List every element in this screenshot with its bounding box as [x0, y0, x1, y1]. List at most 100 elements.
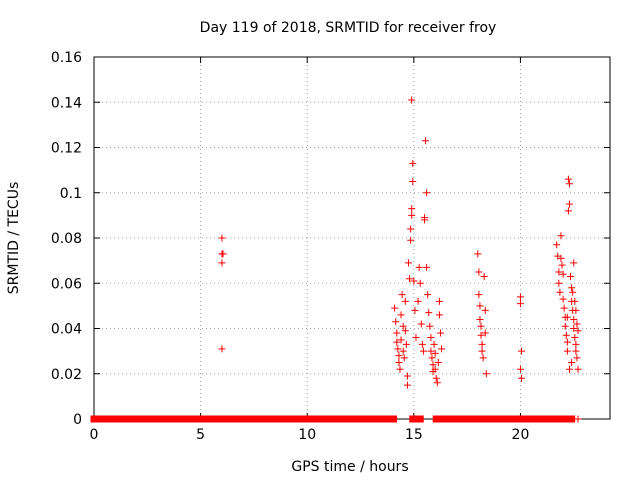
data-point-marker	[402, 340, 410, 348]
data-point-marker	[407, 225, 415, 233]
data-point-marker	[553, 241, 561, 249]
data-point-marker	[475, 268, 483, 276]
data-point-marker	[562, 331, 570, 339]
data-point-marker	[563, 338, 571, 346]
y-tick-label: 0.04	[51, 322, 82, 338]
data-point-marker	[558, 261, 566, 269]
x-axis-label: GPS time / hours	[291, 459, 408, 475]
data-point-marker	[563, 313, 571, 321]
plot-frame	[93, 56, 611, 420]
y-tick-label: 0.12	[51, 141, 82, 157]
data-point-marker	[396, 365, 404, 373]
data-points	[90, 96, 582, 423]
data-point-marker	[407, 236, 415, 244]
y-axis-label: SRMTID / TECUs	[6, 182, 22, 295]
data-point-marker	[555, 279, 563, 287]
data-point-marker	[426, 322, 434, 330]
data-point-marker	[415, 263, 423, 271]
data-point-marker	[434, 358, 442, 366]
data-point-marker	[571, 297, 579, 305]
y-tick-label: 0.14	[51, 95, 82, 111]
x-tick-label: 20	[512, 427, 530, 443]
data-point-marker	[568, 284, 576, 292]
data-point-marker	[422, 137, 430, 145]
data-point-marker	[218, 345, 226, 353]
data-point-marker	[564, 207, 572, 215]
x-tick-labels: 0 5 10 15 20	[90, 427, 530, 443]
data-point-marker	[401, 297, 409, 305]
data-point-marker	[560, 304, 568, 312]
x-tick-label: 15	[405, 427, 423, 443]
data-point-marker	[410, 277, 418, 285]
data-point-marker	[564, 175, 572, 183]
data-point-marker	[419, 347, 427, 355]
data-point-marker	[568, 358, 576, 366]
data-point-marker	[417, 320, 425, 328]
data-point-marker	[518, 347, 526, 355]
data-point-marker	[432, 374, 440, 382]
data-point-marker	[561, 322, 569, 330]
data-point-marker	[482, 370, 490, 378]
y-tick-label: 0.08	[51, 231, 82, 247]
data-point-marker	[478, 347, 486, 355]
data-point-marker	[408, 96, 416, 104]
data-point-marker	[565, 180, 573, 188]
data-point-marker	[481, 306, 489, 314]
data-point-marker	[392, 318, 400, 326]
data-point-marker	[556, 288, 564, 296]
data-point-marker	[395, 358, 403, 366]
data-point-marker	[555, 268, 563, 276]
data-point-marker	[574, 327, 582, 335]
data-point-marker	[431, 365, 439, 373]
data-point-marker	[557, 232, 565, 240]
data-point-marker	[557, 254, 565, 262]
data-point-marker	[474, 250, 482, 258]
data-point-marker	[563, 347, 571, 355]
y-tick-label: 0.1	[60, 186, 82, 202]
data-point-marker	[405, 259, 413, 267]
data-point-marker	[401, 327, 409, 335]
data-point-marker	[559, 270, 567, 278]
data-point-marker	[475, 291, 483, 299]
data-point-marker	[400, 354, 408, 362]
x-tick-label: 5	[196, 427, 205, 443]
data-point-marker	[436, 329, 444, 337]
data-point-marker	[394, 345, 402, 353]
data-point-marker	[477, 322, 485, 330]
data-point-marker	[397, 311, 405, 319]
data-point-marker	[218, 234, 226, 242]
data-point-marker	[516, 365, 524, 373]
data-point-marker	[565, 200, 573, 208]
data-point-marker	[397, 336, 405, 344]
y-tick-label: 0.16	[51, 50, 82, 66]
data-point-marker	[516, 293, 524, 301]
data-point-marker	[438, 345, 446, 353]
zero-value-markers	[432, 415, 576, 423]
data-point-marker	[476, 302, 484, 310]
data-point-marker	[572, 340, 580, 348]
data-point-marker	[399, 347, 407, 355]
data-point-marker	[476, 315, 484, 323]
data-point-marker	[391, 304, 399, 312]
data-point-marker	[571, 334, 579, 342]
data-point-marker	[570, 325, 578, 332]
data-point-marker	[418, 340, 426, 348]
y-tick-labels: 0 0.02 0.04 0.06 0.08 0.1 0.12 0.14 0.16	[51, 50, 82, 428]
data-point-marker	[409, 159, 417, 167]
data-point-marker	[393, 338, 401, 346]
data-point-marker	[409, 177, 417, 185]
data-point-marker	[416, 279, 424, 287]
data-point-marker	[395, 352, 403, 360]
data-point-marker	[478, 340, 486, 348]
data-point-marker	[479, 354, 487, 362]
data-point-marker	[411, 306, 419, 314]
data-point-marker	[477, 331, 485, 339]
data-point-marker	[570, 315, 578, 323]
data-point-marker	[427, 347, 435, 355]
data-point-marker	[430, 340, 438, 348]
zero-value-markers	[90, 415, 398, 423]
data-point-marker	[423, 189, 431, 197]
data-point-marker	[412, 334, 420, 342]
data-point-marker	[424, 291, 432, 299]
